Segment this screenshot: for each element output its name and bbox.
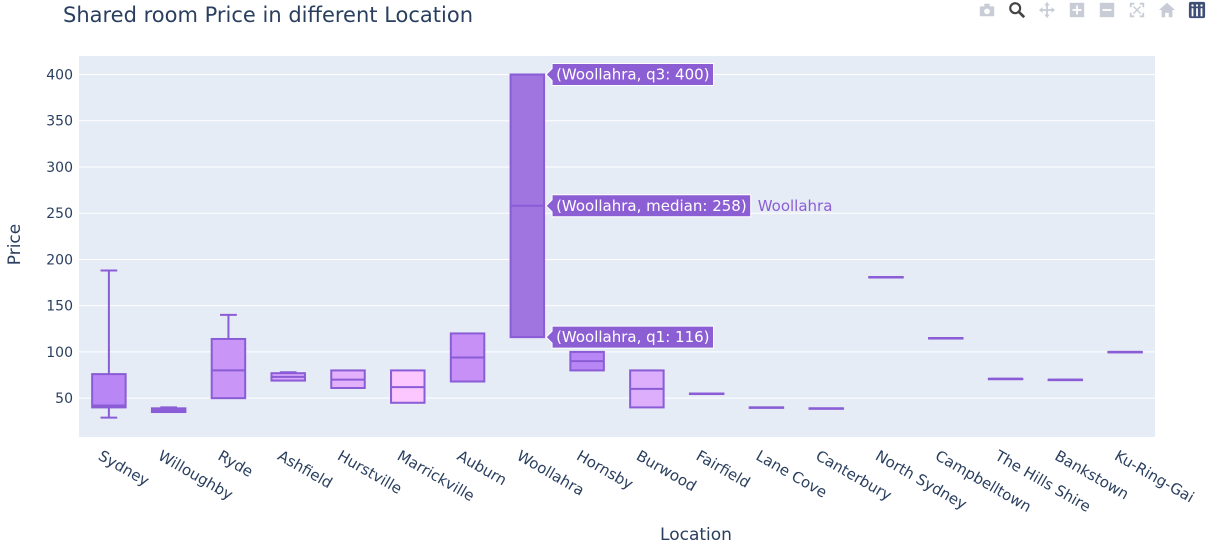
y-tick-label: 200	[46, 252, 73, 268]
box-hurstville[interactable]	[330, 369, 366, 389]
box-auburn[interactable]	[449, 332, 486, 383]
y-tick-label: 150	[46, 299, 73, 315]
y-tick-label: 400	[46, 67, 73, 83]
hover-label-q1: (Woollahra, q1: 116)	[556, 328, 709, 346]
modebar	[972, 0, 1212, 20]
home-icon[interactable]	[1152, 0, 1182, 20]
box-lane-cove[interactable]	[748, 406, 785, 409]
x-tick-label: Sydney	[95, 447, 152, 490]
x-tick-label: Burwood	[633, 447, 699, 496]
box-body	[210, 337, 247, 400]
autoscale-icon[interactable]	[1122, 0, 1152, 20]
pan-icon[interactable]	[1032, 0, 1062, 20]
zoom-in-icon[interactable]	[1062, 0, 1092, 20]
plotly-logo-icon[interactable]	[1182, 0, 1212, 20]
box-sydney[interactable]	[91, 269, 127, 419]
box-bankstown[interactable]	[1047, 378, 1084, 382]
box-campbelltown[interactable]	[928, 337, 964, 340]
x-axis-title: Location	[660, 525, 732, 545]
zoom-icon[interactable]	[1002, 0, 1032, 20]
box-ryde[interactable]	[210, 313, 247, 400]
box-fairfield[interactable]	[688, 392, 725, 396]
y-tick-label: 100	[46, 345, 73, 361]
box-ashfield[interactable]	[270, 371, 306, 382]
x-tick-label: Hurstville	[334, 447, 405, 498]
hover-label-q3: (Woollahra, q3: 400)	[556, 65, 709, 83]
x-tick-label: Ashfield	[275, 447, 336, 493]
y-tick-label: 250	[46, 206, 73, 222]
x-tick-label: Ryde	[215, 447, 256, 481]
box-burwood[interactable]	[629, 369, 665, 409]
zoom-out-icon[interactable]	[1092, 0, 1122, 20]
box-north-sydney[interactable]	[868, 276, 904, 279]
box-the-hills-shire[interactable]	[987, 377, 1024, 381]
box-marrickville[interactable]	[390, 369, 426, 404]
y-tick-label: 350	[46, 114, 73, 130]
hover-label-box	[545, 194, 752, 218]
box-body	[91, 373, 127, 409]
box-hornsby[interactable]	[569, 350, 605, 372]
box-woollahra[interactable]	[509, 73, 546, 339]
hover-label-box	[545, 325, 715, 349]
x-tick-label: Woollahra	[514, 447, 588, 500]
x-tick-label: Fairfield	[693, 447, 753, 492]
y-axis-title: Price	[5, 224, 25, 265]
box-willoughby[interactable]	[150, 406, 187, 414]
camera-icon[interactable]	[972, 0, 1002, 20]
plot-background	[79, 56, 1155, 437]
hover-label-median: (Woollahra, median: 258)	[556, 197, 747, 215]
box-canterbury[interactable]	[808, 407, 844, 410]
y-tick-label: 300	[46, 160, 73, 176]
y-tick-label: 50	[55, 391, 73, 407]
hover-trace-name: Woollahra	[758, 197, 833, 215]
box-ku-ring-gai[interactable]	[1107, 350, 1143, 354]
chart-title: Shared room Price in different Location	[63, 3, 474, 27]
hover-label-box	[545, 62, 715, 86]
